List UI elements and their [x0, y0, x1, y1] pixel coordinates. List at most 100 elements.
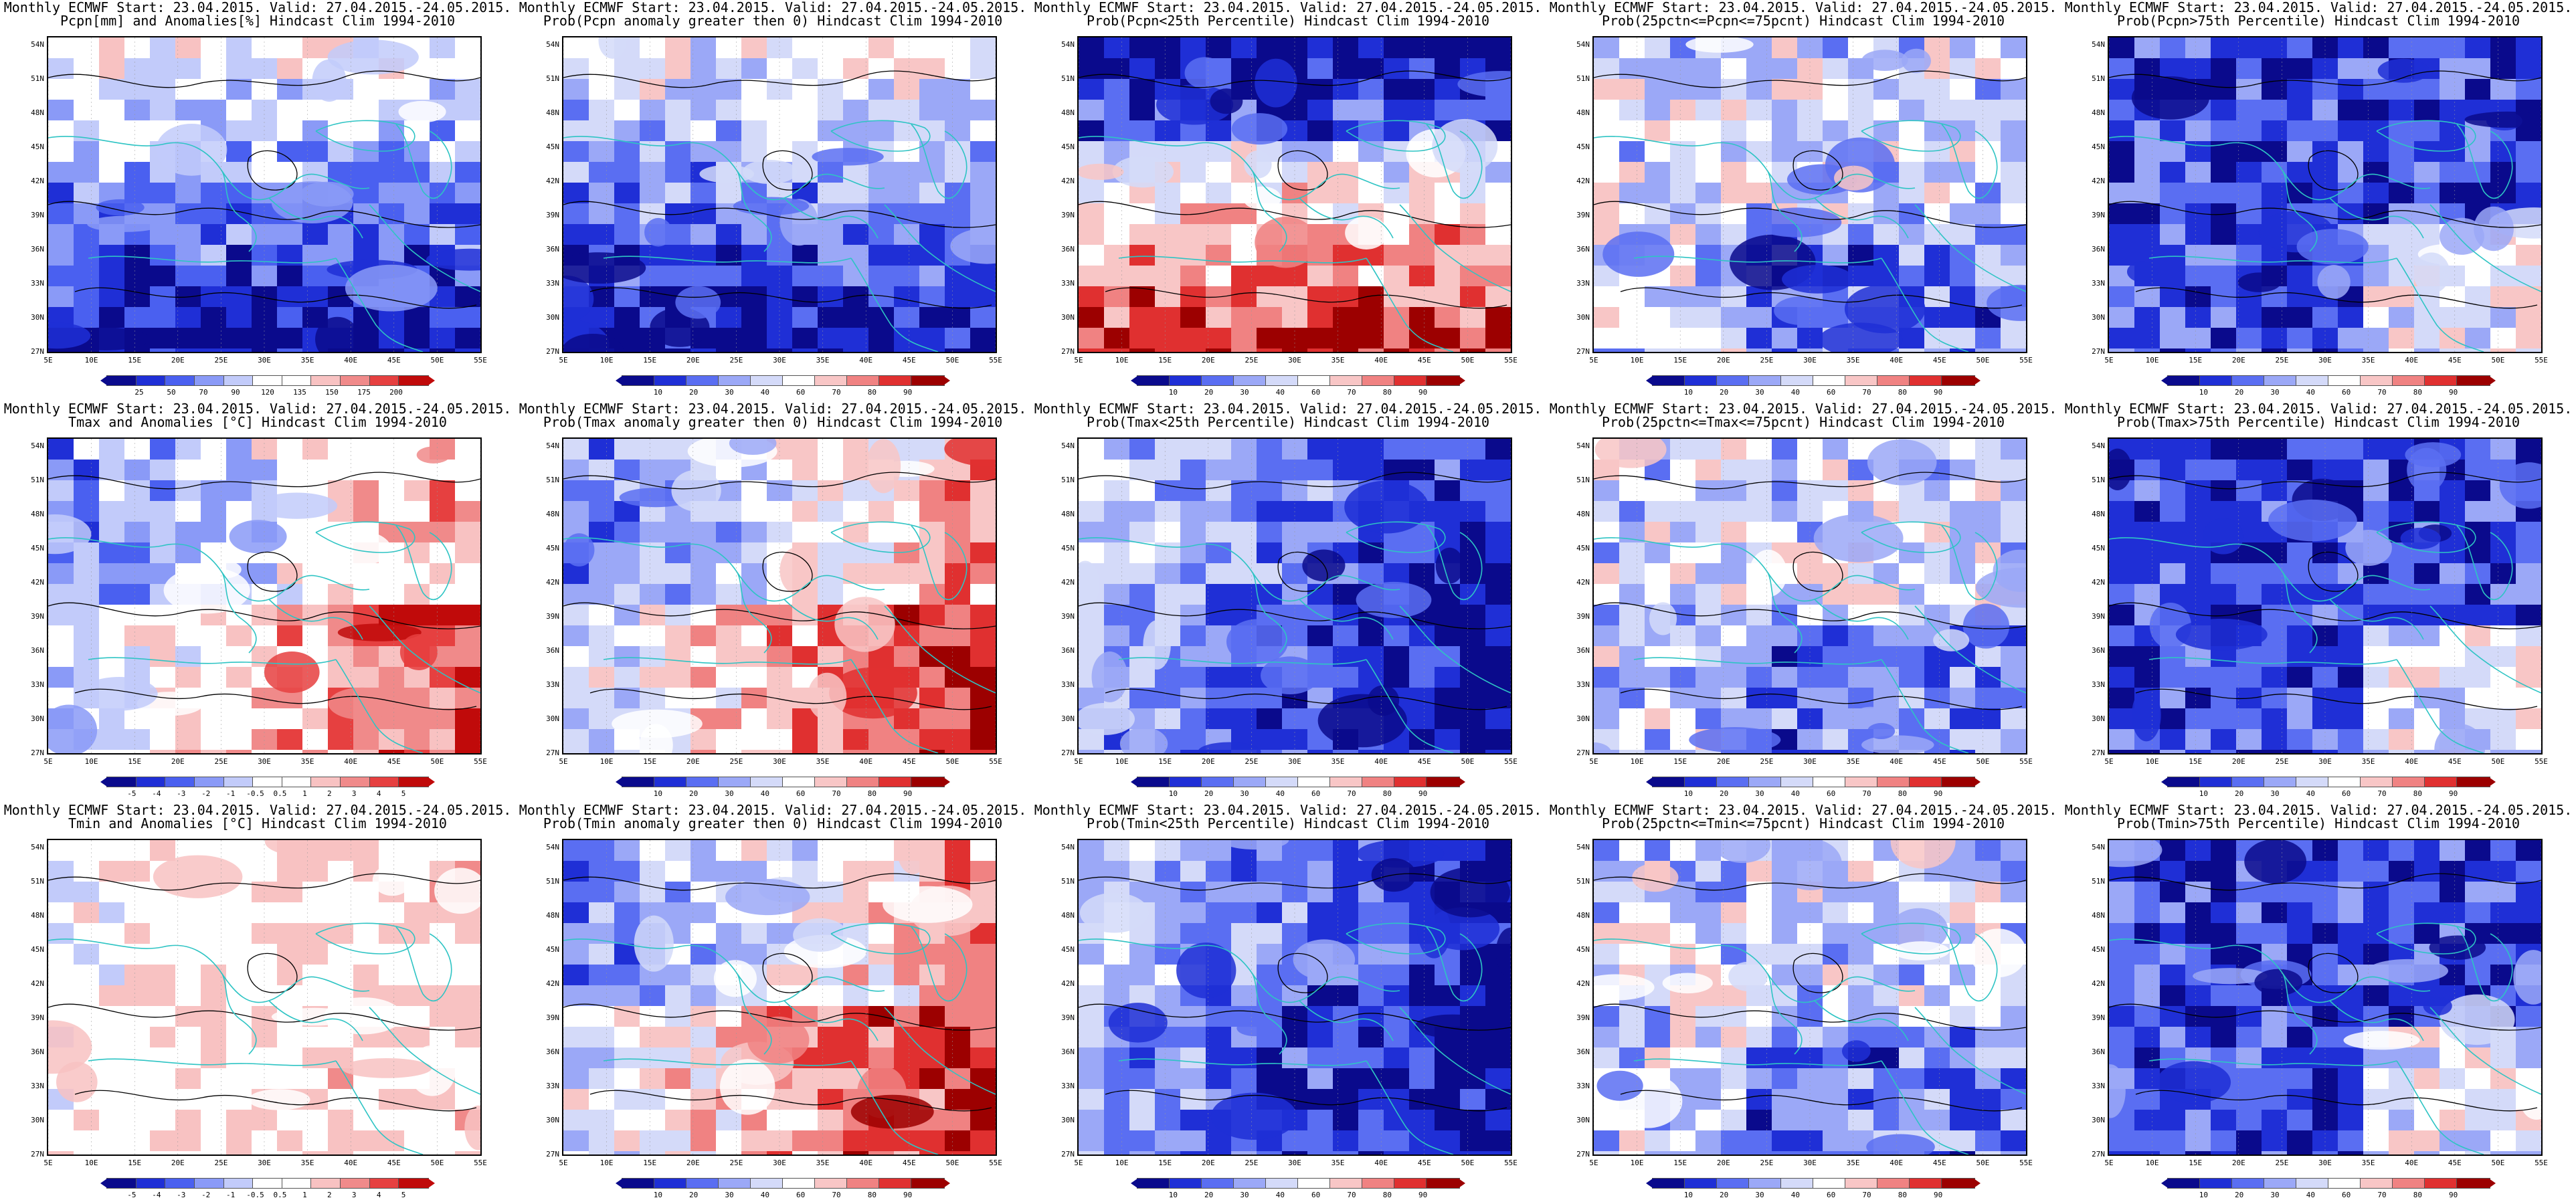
field-cell [2236, 501, 2262, 522]
field-cell [302, 605, 329, 626]
field-cell [2109, 646, 2135, 668]
field-cell [665, 245, 691, 266]
field-cell [175, 1006, 201, 1027]
field-cell [2465, 266, 2491, 287]
longitude-label: 10E [1115, 757, 1129, 766]
field-cell [919, 542, 945, 564]
coastline [1079, 136, 1400, 201]
field-cell [404, 1027, 430, 1048]
field-cell [379, 563, 405, 585]
field-cell [665, 840, 691, 862]
field-cell [150, 667, 176, 688]
field-cell [1460, 460, 1486, 481]
field-cell [1670, 286, 1696, 308]
field-cell [970, 37, 996, 59]
field-cell [1409, 965, 1435, 986]
field-blob [2203, 518, 2244, 555]
field-cell [919, 1027, 945, 1048]
field-cell [150, 1130, 176, 1152]
field-cell [1746, 902, 1772, 924]
colorbar-segment [622, 375, 656, 386]
field-cell [1899, 501, 1925, 522]
colorbar-segment [2424, 375, 2458, 386]
panel-title-line2: Prob(Tmax>75th Percentile) Hindcast Clim… [2116, 414, 2520, 430]
field-cell [767, 58, 793, 80]
field-cell [252, 120, 278, 142]
colorbar-segment [1716, 1178, 1750, 1189]
field-cell [767, 501, 793, 522]
field-cell [1384, 37, 1410, 59]
coastline [884, 1007, 996, 1095]
longitude-label: 35E [2361, 757, 2375, 766]
latitude-label: 54N [1576, 441, 1590, 450]
field-cell [1435, 1110, 1461, 1131]
field-cell [124, 729, 151, 750]
field-cell [1899, 1068, 1925, 1090]
field-cell [1594, 646, 1620, 668]
field-cell [1155, 224, 1181, 245]
field-cell [741, 750, 767, 753]
field-cell [201, 439, 227, 460]
field-cell [970, 625, 996, 647]
field-cell [741, 522, 767, 543]
field-cell [1485, 162, 1511, 183]
field-cell [1460, 840, 1486, 862]
field-cell [150, 729, 176, 750]
field-cell [1129, 1151, 1156, 1155]
field-cell [1104, 120, 1130, 142]
colorbar-label: 10 [653, 789, 662, 798]
field-cell [665, 625, 691, 647]
longitude-label: 15E [643, 1159, 657, 1167]
field-cell [665, 439, 691, 460]
field-cell [404, 1006, 430, 1027]
longitude-label: 25E [1245, 757, 1259, 766]
field-cell [894, 985, 920, 1007]
field-cell [1307, 286, 1333, 308]
field-cell [226, 79, 252, 100]
latitude-label: 48N [1061, 510, 1075, 518]
field-cell [1950, 120, 1976, 142]
field-cell [1282, 1151, 1308, 1155]
field-cell [691, 37, 717, 59]
field-cell [1950, 861, 1976, 882]
field-cell [1409, 985, 1435, 1007]
field-cell [2440, 501, 2466, 522]
field-cell [970, 1068, 996, 1090]
field-cell [1619, 902, 1645, 924]
field-cell [1206, 120, 1232, 142]
field-cell [404, 542, 430, 564]
latitude-label: 30N [2092, 313, 2105, 322]
field-cell [792, 480, 818, 502]
field-blob [327, 39, 419, 75]
field-cell [1231, 460, 1257, 481]
field-cell [1645, 522, 1671, 543]
field-cell [1645, 1027, 1671, 1048]
colorbar-label: 10 [2199, 388, 2208, 397]
coastline [268, 599, 363, 640]
coastline [1399, 204, 1511, 292]
field-cell [2160, 162, 2186, 183]
colorbar-segment [1265, 375, 1299, 386]
field-cell [1924, 141, 1950, 163]
field-cell [894, 1130, 920, 1152]
coastline [1399, 605, 1511, 694]
field-cell [1282, 328, 1308, 349]
field-cell [302, 965, 329, 986]
field-cell [2134, 667, 2160, 688]
field-blob [850, 1094, 934, 1129]
colorbar-segment [340, 375, 371, 386]
field-cell [2287, 141, 2313, 163]
field-cell [640, 1130, 666, 1152]
longitude-label: 30E [773, 757, 786, 766]
field-cell [1899, 245, 1925, 266]
field-blob [1244, 150, 1272, 179]
field-cell [2338, 162, 2364, 183]
field-cell [1079, 224, 1105, 245]
field-cell [1873, 79, 1900, 100]
field-cell [150, 840, 176, 862]
longitude-label: 50E [945, 1159, 959, 1167]
field-cell [589, 902, 615, 924]
field-cell [2490, 522, 2516, 543]
colorbar-label: 25 [134, 388, 144, 397]
field-cell [277, 965, 303, 986]
